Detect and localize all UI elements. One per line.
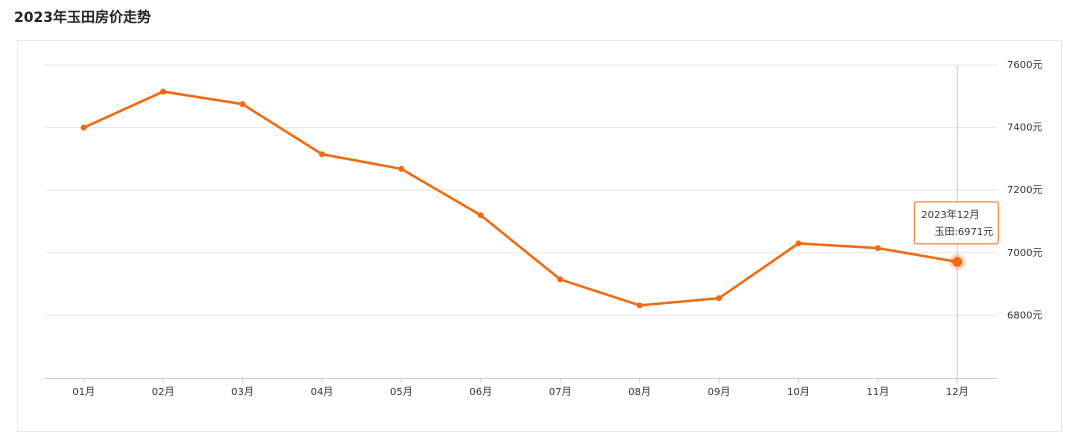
point [80, 124, 87, 131]
chart-frame [17, 40, 1062, 432]
point [557, 276, 564, 283]
y-tick-label: 7000元 [1007, 248, 1042, 259]
y-tick-label: 7600元 [1007, 60, 1042, 71]
x-tick-label: 09月 [708, 386, 731, 398]
series-line [83, 90, 958, 307]
x-tick-label: 10月 [787, 386, 810, 398]
y-tick-label: 6800元 [1007, 310, 1042, 321]
x-tick-label: 06月 [469, 386, 492, 398]
point [477, 212, 484, 219]
y-tick-label: 7200元 [1007, 185, 1042, 196]
x-tick-label: 07月 [549, 386, 572, 398]
tooltip-box [913, 201, 999, 245]
y-tick-label: 7400元 [1007, 123, 1042, 134]
x-tick-label: 12月 [946, 386, 969, 398]
x-tick-label: 03月 [231, 386, 254, 398]
point [795, 240, 802, 247]
x-tick-label: 01月 [72, 386, 95, 398]
point [160, 88, 167, 95]
point [318, 151, 325, 158]
x-tick-label: 04月 [311, 386, 334, 398]
x-tick-label: 11月 [867, 386, 890, 398]
point [952, 256, 963, 267]
point [874, 245, 881, 252]
point [716, 295, 723, 302]
point [239, 101, 246, 108]
x-tick-label: 08月 [628, 386, 651, 398]
point [636, 302, 643, 309]
tooltip-title: 2023年12月 [921, 208, 979, 221]
point [398, 165, 405, 172]
chart-title: 2023年玉田房价走势 [14, 9, 151, 26]
tooltip-text: 玉田:6971元 [934, 227, 993, 238]
x-tick-label: 02月 [152, 386, 175, 398]
x-tick-label: 05月 [390, 386, 413, 398]
